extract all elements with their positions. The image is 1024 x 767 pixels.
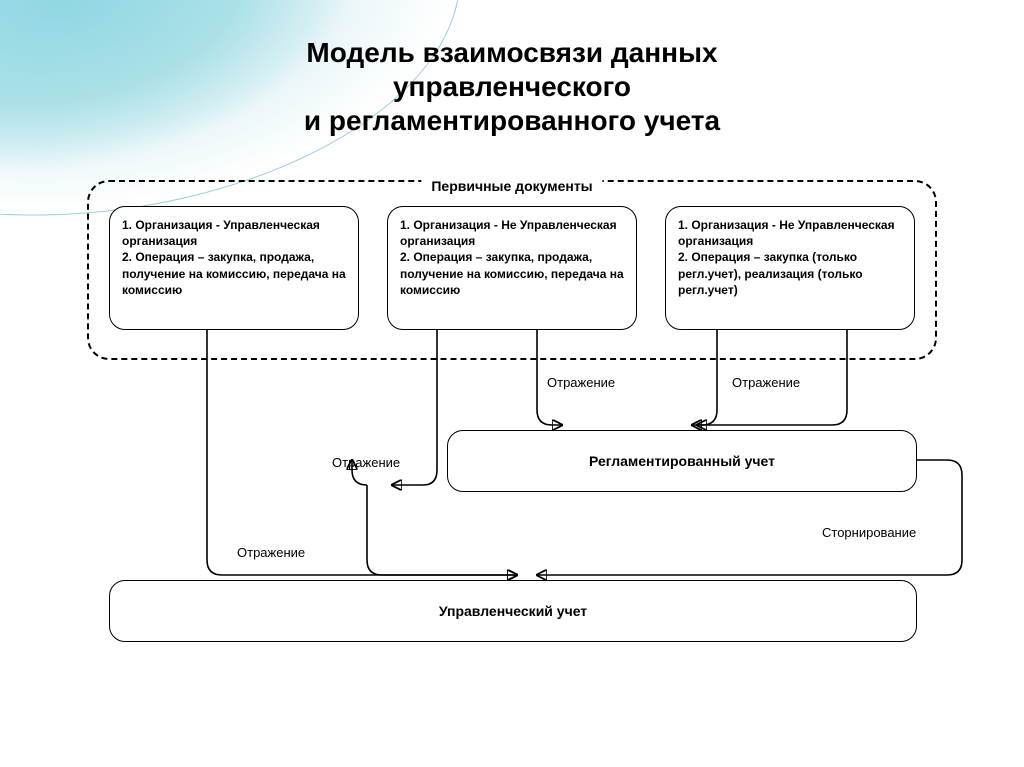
- node-doc1: 1. Организация - Управленческая организа…: [109, 206, 359, 330]
- diagram-canvas: Первичные документы 1. Организация - Упр…: [77, 180, 947, 700]
- edge-label-e_doc2_mgmt: Отражение: [332, 455, 400, 470]
- group-primary-docs-label: Первичные документы: [421, 178, 602, 194]
- edge-label-e_doc2_reg: Отражение: [547, 375, 615, 390]
- edge-e_merge_mgmt_down: [367, 485, 517, 575]
- node-mgmt: Управленческий учет: [109, 580, 917, 642]
- edge-label-e_doc3_reg: Отражение: [732, 375, 800, 390]
- slide-title: Модель взаимосвязи данных управленческог…: [0, 36, 1024, 138]
- node-doc3: 1. Организация - Не Управленческая орган…: [665, 206, 915, 330]
- node-reg: Регламентированный учет: [447, 430, 917, 492]
- edge-label-e_doc1_mgmt: Отражение: [237, 545, 305, 560]
- node-doc2: 1. Организация - Не Управленческая орган…: [387, 206, 637, 330]
- edge-label-e_reg_mgmt: Сторнирование: [822, 525, 916, 540]
